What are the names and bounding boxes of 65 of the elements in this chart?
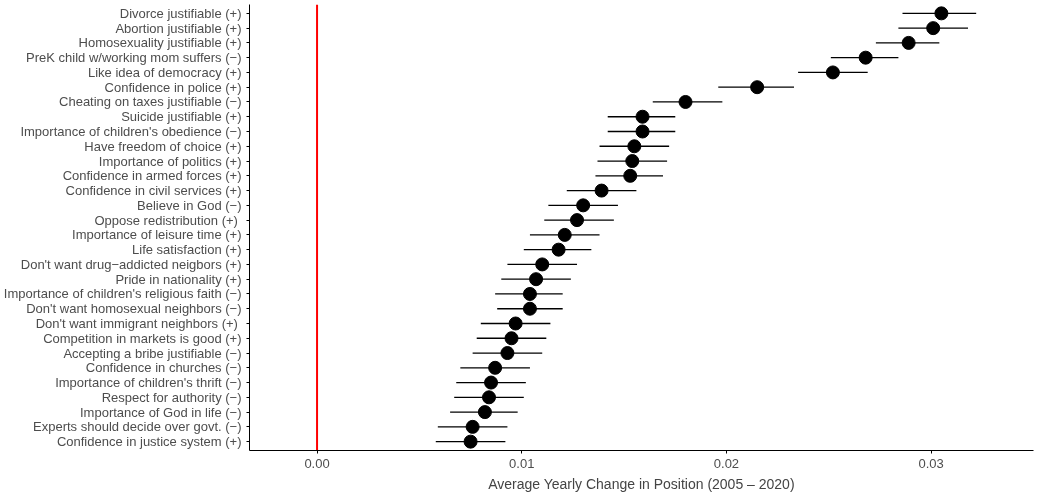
point (750, 80, 765, 95)
point (635, 124, 650, 139)
y-tick-label: Confidence in armed forces (+) (62, 168, 242, 184)
y-tick-label: Confidence in police (+) (104, 79, 242, 95)
y-tick-label: Abortion justifiable (+) (115, 20, 242, 36)
y-tick-label: PreK child w/working mom suffers (−) (26, 50, 242, 66)
point (484, 375, 499, 390)
point (825, 65, 840, 80)
point (522, 286, 537, 301)
point (627, 139, 642, 154)
point (570, 213, 585, 228)
point (500, 346, 515, 361)
y-tick-label: Importance of politics (+) (98, 153, 242, 169)
y-tick-label: Suicide justifiable (+) (121, 109, 242, 125)
x-tick-label: 0.02 (713, 455, 740, 471)
y-tick-label: Competition in markets is good (+) (43, 330, 242, 346)
point (504, 331, 519, 346)
point (551, 242, 566, 257)
point (465, 419, 480, 434)
point (463, 434, 478, 449)
point (678, 94, 693, 109)
point (535, 257, 550, 272)
point (625, 154, 640, 169)
y-tick-label: Cheating on taxes justifiable (−) (59, 94, 242, 110)
point (926, 21, 941, 36)
point (557, 227, 572, 242)
point (477, 405, 492, 420)
y-tick-label: Don't want drug−addicted neigbors (+) (20, 256, 242, 272)
y-tick-label: Oppose redistribution (+) (94, 212, 238, 228)
y-tick-label: Believe in God (−) (137, 197, 242, 213)
y-tick-label: Divorce justifiable (+) (119, 5, 242, 21)
y-tick-label: Confidence in justice system (+) (56, 434, 242, 450)
x-axis-title: Average Yearly Change in Position (2005 – 2020) (488, 475, 795, 492)
y-tick-label: Confidence in churches (−) (85, 360, 242, 376)
y-tick-label: Life satisfaction (+) (132, 242, 242, 258)
point (522, 301, 537, 316)
y-tick-label: Like idea of democracy (+) (87, 64, 242, 80)
y-tick-label: Don't want immigrant neighbors (+) (35, 315, 238, 331)
point (576, 198, 591, 213)
y-tick-label: Respect for authority (−) (101, 389, 242, 405)
point (482, 390, 496, 405)
x-tick-label: 0.00 (304, 455, 330, 471)
point (934, 6, 949, 21)
y-tick-label: Accepting a bribe justifiable (−) (63, 345, 242, 361)
y-tick-label: Importance of leisure time (+) (72, 227, 242, 243)
y-tick-label: Have freedom of choice (+) (84, 138, 242, 154)
y-tick-label: Importance of children's obedience (−) (20, 124, 242, 140)
point (623, 168, 638, 183)
y-tick-label: Confidence in civil services (+) (65, 183, 242, 199)
x-tick-label: 0.03 (918, 455, 944, 471)
x-tick-label: 0.01 (509, 455, 535, 471)
point (508, 316, 523, 331)
y-tick-label: Importance of children's thrift (−) (55, 375, 242, 391)
point (858, 50, 873, 65)
point (635, 109, 650, 124)
y-tick-label: Homosexuality justifiable (+) (78, 35, 242, 51)
point (901, 35, 916, 50)
y-tick-label: Importance of God in life (−) (80, 404, 242, 420)
y-tick-label: Pride in nationality (+) (115, 271, 242, 287)
point (594, 183, 609, 198)
y-tick-label: Experts should decide over govt. (−) (33, 419, 242, 435)
y-tick-label: Importance of children's religious faith (−) (3, 286, 242, 302)
point (529, 272, 544, 287)
y-tick-label: Don't want homosexual neighbors (−) (26, 301, 242, 317)
point (488, 360, 503, 375)
